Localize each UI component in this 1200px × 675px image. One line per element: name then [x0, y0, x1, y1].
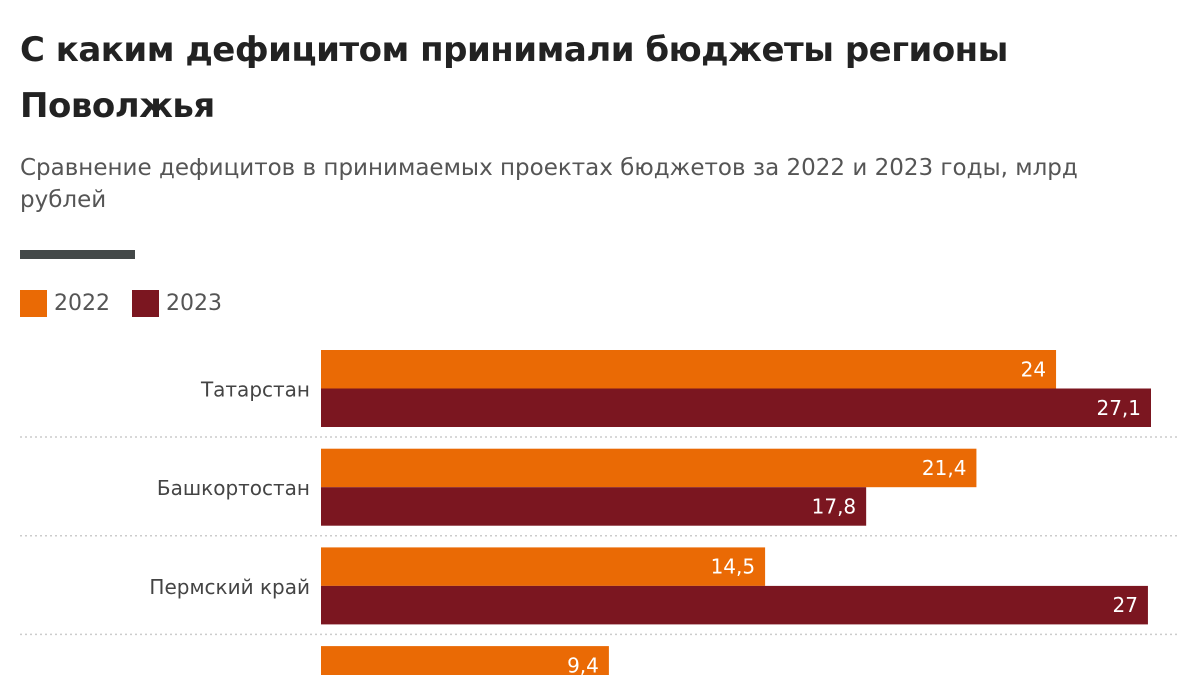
- legend-item-2022: 2022: [20, 290, 110, 317]
- bar-2023: [321, 585, 1148, 625]
- category-label: Татарстан: [200, 378, 310, 402]
- chart-subtitle: Сравнение дефицитов в принимаемых проект…: [20, 155, 1078, 213]
- data-label-2022: 24: [1021, 357, 1046, 381]
- legend-item-2023: 2023: [132, 290, 222, 317]
- category-label: Пермский край: [149, 575, 310, 599]
- bar-2022: [321, 350, 1057, 389]
- bar-2022: [321, 646, 609, 675]
- bar-2022: [321, 448, 977, 488]
- data-label-2023: 27: [1112, 593, 1137, 617]
- data-label-2023: 17,8: [812, 494, 857, 518]
- legend-label-2023: 2023: [166, 291, 222, 316]
- data-label-2022: 21,4: [922, 456, 967, 480]
- legend: 2022 2023: [20, 290, 244, 317]
- header-rule: [20, 250, 135, 259]
- bar-2022: [321, 547, 766, 586]
- legend-swatch-2022: [20, 290, 47, 317]
- data-label-2022: 14,5: [711, 555, 756, 579]
- category-label: Башкортостан: [157, 476, 310, 500]
- legend-swatch-2023: [132, 290, 159, 317]
- bar-2023: [321, 487, 867, 526]
- category-label: Оренбургская область: [71, 674, 310, 675]
- legend-label-2022: 2022: [54, 291, 110, 316]
- bar-2023: [321, 388, 1151, 427]
- data-label-2022: 9,4: [567, 653, 599, 675]
- data-label-2023: 27,1: [1096, 396, 1141, 420]
- chart-title: С каким дефицитом принимали бюджеты реги…: [20, 30, 1008, 126]
